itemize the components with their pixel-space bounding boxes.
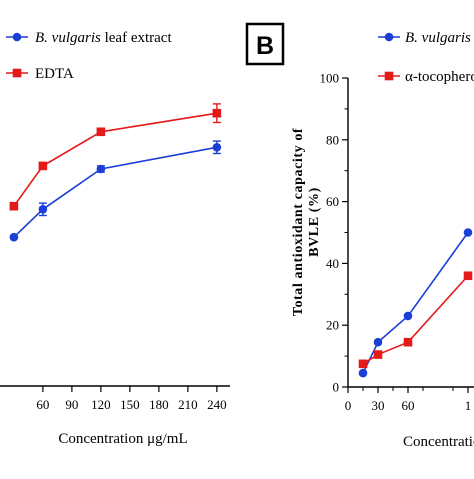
x-tick-label: 240 [207,397,227,412]
x-axis-title-b: Concentratio [403,434,474,450]
legend-marker-square [13,69,22,78]
data-point-square [213,109,222,118]
data-point-square [10,202,19,211]
y-tick-label: 20 [326,318,339,333]
data-point-circle [213,143,222,152]
x-tick-label: 0 [345,398,352,413]
x-tick-label: 180 [149,397,169,412]
data-point-circle [97,165,106,174]
x-tick-label: 60 [36,397,49,412]
data-point-circle [359,369,368,378]
legend-label: EDTA [35,66,74,82]
legend-marker-circle [13,33,22,42]
y-axis-title-b: Total antioxidant capacity of BVLE (%) [291,128,322,316]
data-point-square [97,128,106,137]
data-point-circle [39,205,48,214]
axes-a: 60 90 120 150 180 210 240 [0,386,230,412]
data-point-square [359,360,368,369]
y-tick-label: 60 [326,194,339,209]
x-tick-label: 1 [465,398,472,413]
y-tick-label: 100 [320,71,340,86]
legend-marker-square [385,72,394,81]
axes-b: 0 30 60 1 0 20 40 60 80 100 [320,71,474,414]
data-point-square [404,338,413,347]
x-axis-title-a: Concentration μg/mL [58,431,187,447]
legend-label: α-tocophero [405,69,474,85]
data-point-square [39,162,48,171]
data-point-circle [374,338,383,347]
x-tick-label: 150 [120,397,140,412]
data-point-circle [10,233,19,242]
legend-a: B. vulgaris leaf extract EDTA [6,30,172,82]
x-tick-label: 210 [178,397,198,412]
x-tick-label: 30 [372,398,385,413]
panel-a: B. vulgaris leaf extract EDTA 60 90 120 150 1… [0,30,230,447]
y-tick-label: 0 [333,380,340,395]
plot-area-b [359,228,473,377]
x-tick-label: 90 [65,397,78,412]
data-point-circle [464,228,473,237]
y-axis-title-line1: Total antioxidant capacity of [291,128,306,316]
y-axis-title-line2: BVLE (%) [307,187,322,257]
data-point-square [464,271,473,280]
legend-label: B. vulgaris [405,30,471,46]
y-tick-label: 80 [326,132,339,147]
data-point-square [374,350,383,359]
panel-label-b: B [256,32,274,60]
legend-marker-circle [385,33,394,42]
panel-b: B B. vulgaris α-tocophero Total antioxida… [247,24,474,450]
legend-b: B. vulgaris α-tocophero [378,30,474,85]
x-tick-label: 120 [91,397,111,412]
legend-label: B. vulgaris leaf extract [35,30,172,46]
x-tick-label: 60 [402,398,415,413]
y-tick-label: 40 [326,256,339,271]
series-line-0 [14,147,217,237]
plot-area-a [10,104,222,242]
data-point-circle [404,312,413,321]
series-line-1 [14,113,217,206]
